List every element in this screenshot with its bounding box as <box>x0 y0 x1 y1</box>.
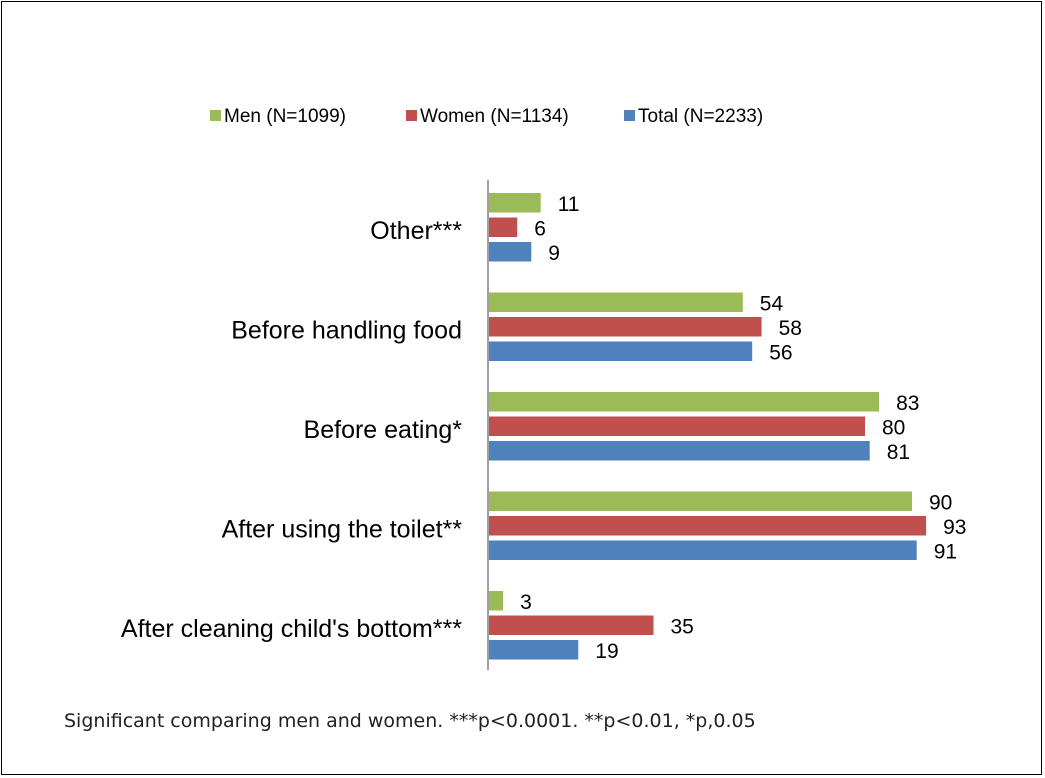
bar-men-n-1099-before-handling-food <box>489 292 743 312</box>
legend-label-total-n-2233: Total (N=2233) <box>638 106 763 127</box>
bar-total-n-2233-after-using-the-toilet <box>489 540 917 560</box>
bar-men-n-1099-after-using-the-toilet <box>489 491 912 511</box>
legend-label-women-n-1134: Women (N=1134) <box>420 106 569 127</box>
bar-women-n-1134-other <box>489 217 518 237</box>
bar-women-n-1134-before-eating <box>489 416 865 436</box>
category-label-other: Other*** <box>370 217 462 245</box>
bar-chart: Men (N=1099) Women (N=1134) Total (N=2233)… <box>121 106 966 670</box>
value-label-total-n-2233-after-using-the-toilet: 91 <box>934 541 957 564</box>
significance-footnote: Significant comparing men and women. ***… <box>64 710 756 732</box>
bar-women-n-1134-after-cleaning-child-s-bottom <box>489 615 654 635</box>
bar-men-n-1099-before-eating <box>489 392 880 412</box>
bar-total-n-2233-other <box>489 242 532 262</box>
bar-total-n-2233-after-cleaning-child-s-bottom <box>489 640 579 660</box>
legend-swatch-total-n-2233 <box>624 110 635 121</box>
legend-swatch-men-n-1099 <box>210 110 221 121</box>
value-label-men-n-1099-after-using-the-toilet: 90 <box>929 492 952 515</box>
category-labels: Other*** Before handling food Before eatin… <box>121 217 462 643</box>
value-label-women-n-1134-before-eating: 80 <box>882 417 905 440</box>
value-label-total-n-2233-after-cleaning-child-s-bottom: 19 <box>595 640 618 663</box>
bar-total-n-2233-before-eating <box>489 441 870 461</box>
bar-women-n-1134-after-using-the-toilet <box>489 516 927 536</box>
category-label-after-cleaning-child-s-bottom: After cleaning child's bottom*** <box>121 615 462 643</box>
value-label-total-n-2233-before-handling-food: 56 <box>769 342 792 365</box>
bar-total-n-2233-before-handling-food <box>489 341 753 361</box>
value-label-women-n-1134-before-handling-food: 58 <box>779 317 802 340</box>
category-label-before-handling-food: Before handling food <box>231 317 462 345</box>
category-label-after-using-the-toilet: After using the toilet** <box>222 516 463 544</box>
value-label-men-n-1099-before-eating: 83 <box>896 392 919 415</box>
value-label-women-n-1134-other: 6 <box>534 218 546 241</box>
value-label-men-n-1099-other: 11 <box>558 193 580 216</box>
legend-swatch-women-n-1134 <box>406 110 417 121</box>
chart-legend: Men (N=1099) Women (N=1134) Total (N=2233) <box>210 106 763 127</box>
value-label-men-n-1099-before-handling-food: 54 <box>760 293 784 316</box>
value-label-women-n-1134-after-cleaning-child-s-bottom: 35 <box>671 616 694 639</box>
bar-men-n-1099-other <box>489 193 541 213</box>
category-label-before-eating: Before eating* <box>304 416 463 444</box>
value-label-women-n-1134-after-using-the-toilet: 93 <box>943 516 966 539</box>
value-label-total-n-2233-other: 9 <box>548 242 560 265</box>
bar-men-n-1099-after-cleaning-child-s-bottom <box>489 591 504 611</box>
value-label-total-n-2233-before-eating: 81 <box>887 441 910 464</box>
value-label-men-n-1099-after-cleaning-child-s-bottom: 3 <box>520 591 532 614</box>
legend-label-men-n-1099: Men (N=1099) <box>224 106 346 127</box>
bar-women-n-1134-before-handling-food <box>489 317 762 337</box>
